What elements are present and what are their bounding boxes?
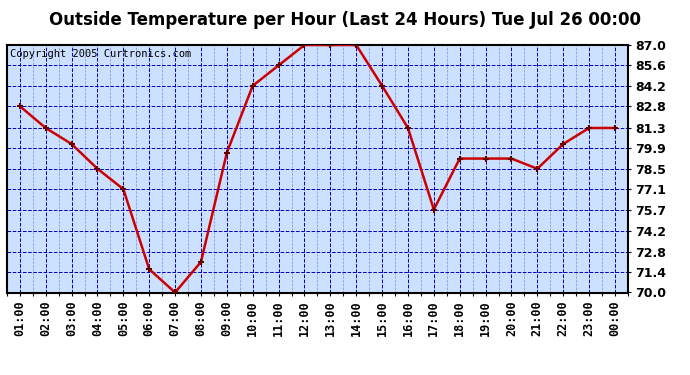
Text: Outside Temperature per Hour (Last 24 Hours) Tue Jul 26 00:00: Outside Temperature per Hour (Last 24 Ho… bbox=[49, 11, 641, 29]
Text: Copyright 2005 Curtronics.com: Copyright 2005 Curtronics.com bbox=[10, 49, 191, 59]
